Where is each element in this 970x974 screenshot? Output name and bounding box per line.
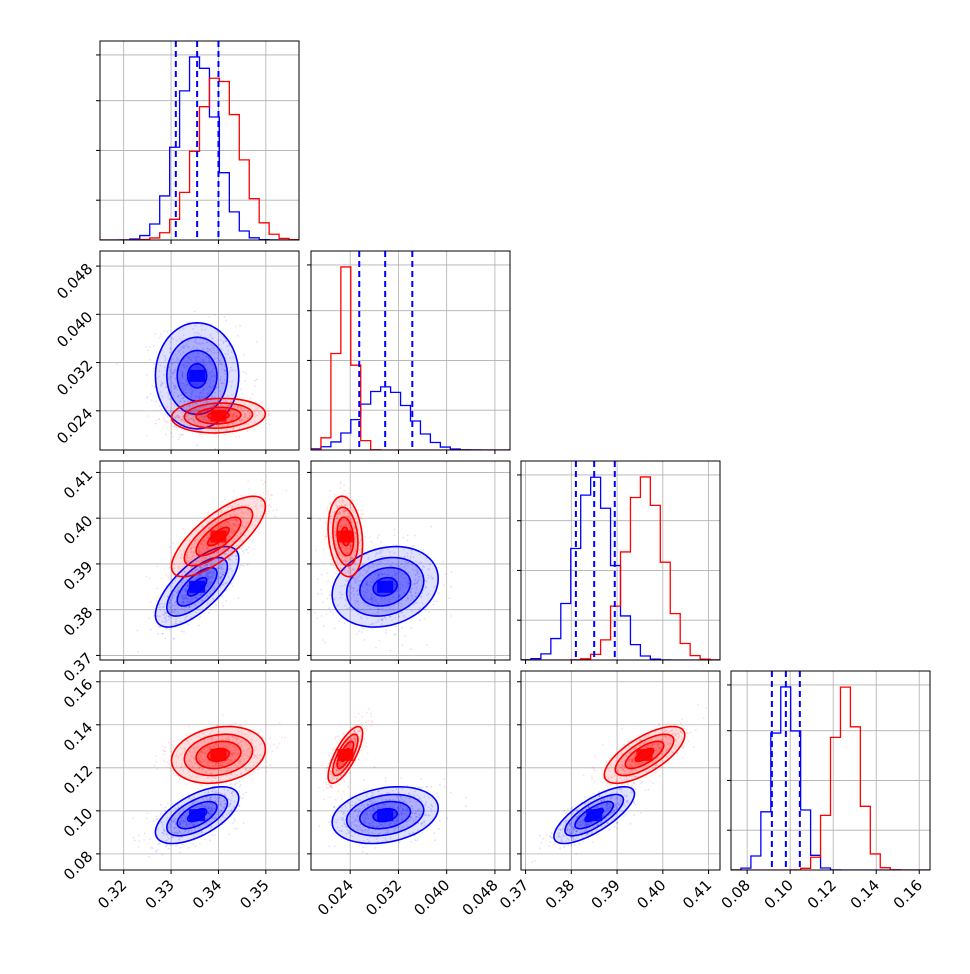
- x-tick-label: 0.12: [804, 876, 840, 912]
- x-tick-label: 0.032: [362, 876, 405, 919]
- panel-plot-area: [100, 251, 299, 483]
- x-tick-label: 0.16: [890, 876, 926, 912]
- panel-1-0: 0.024 0.032 0.040 0.048: [53, 251, 299, 483]
- x-tick-label: 0.10: [761, 876, 797, 912]
- y-tick-label: 0.024: [53, 404, 96, 447]
- y-tick-label: 0.048: [53, 260, 96, 303]
- y-tick-label: 0.41: [60, 466, 96, 502]
- panel-plot-area: [100, 456, 300, 660]
- density-peak-0: [189, 370, 205, 382]
- x-tick-label: 0.41: [679, 876, 715, 912]
- y-tick-label: 0.08: [60, 848, 96, 884]
- density-peak-0: [586, 809, 602, 821]
- panel-plot-area: [521, 671, 720, 870]
- density-peak-1: [210, 749, 226, 761]
- y-tick-label: 0.39: [60, 558, 96, 594]
- panel-plot-area: [309, 671, 510, 870]
- panel-0-0: [96, 41, 299, 244]
- panel-plot-area: [300, 461, 510, 660]
- density-peak-0: [189, 581, 205, 593]
- x-tick-label: 0.39: [588, 876, 624, 912]
- panel-plot-area: [100, 671, 299, 870]
- x-tick-label: 0.33: [142, 876, 178, 912]
- x-tick-label: 0.37: [496, 876, 532, 912]
- y-tick-label: 0.040: [53, 308, 96, 351]
- histogram-step-0: [311, 387, 510, 450]
- y-tick-label: 0.16: [60, 675, 96, 711]
- y-tick-label: 0.12: [60, 761, 96, 797]
- x-tick-label: 0.35: [236, 876, 272, 912]
- density-peak-1: [210, 530, 226, 542]
- panel-2-2: [517, 461, 720, 664]
- x-tick-label: 0.38: [542, 876, 578, 912]
- x-tick-label: 0.32: [94, 876, 130, 912]
- panel-plot-area: [731, 671, 930, 870]
- panel-1-1: [307, 251, 510, 454]
- density-peak-0: [377, 809, 393, 821]
- x-tick-label: 0.048: [459, 876, 502, 919]
- density-peak-1: [337, 749, 353, 761]
- panel-plot-area: [100, 41, 299, 240]
- density-peak-0: [189, 809, 205, 821]
- y-tick-label: 0.10: [60, 804, 96, 840]
- x-tick-label: 0.08: [718, 876, 754, 912]
- density-peak-0: [377, 581, 393, 593]
- y-tick-label: 0.38: [60, 603, 96, 639]
- histogram-step-1: [100, 78, 299, 240]
- y-tick-label: 0.14: [60, 718, 96, 754]
- panel-3-0: 0.08 0.10 0.12 0.14 0.16 0.32 0.33 0.34 0.35: [60, 671, 299, 912]
- y-tick-label: 0.032: [53, 356, 96, 399]
- histogram-step-1: [521, 477, 720, 660]
- density-peak-1: [337, 530, 353, 542]
- panel-2-1: [300, 461, 510, 664]
- x-tick-label: 0.40: [633, 876, 669, 912]
- x-tick-label: 0.040: [410, 876, 453, 919]
- y-tick-label: 0.40: [60, 512, 96, 548]
- density-peak-1: [637, 749, 653, 761]
- x-tick-label: 0.34: [189, 876, 225, 912]
- panel-2-0: 0.370.380.390.400.41: [60, 456, 300, 686]
- x-tick-label: 0.024: [314, 876, 357, 919]
- panel-plot-area: [311, 251, 510, 450]
- density-peak-1: [210, 410, 226, 422]
- panel-plot-area: [521, 461, 720, 660]
- x-tick-label: 0.14: [847, 876, 883, 912]
- histogram-step-1: [311, 267, 510, 450]
